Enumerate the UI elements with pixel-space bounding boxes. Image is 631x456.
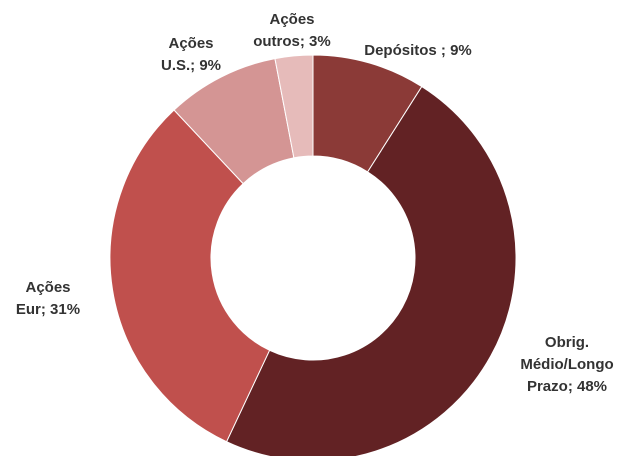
data-label-a-es-outros: Ações outros; 3% [253,11,331,50]
donut-slice-a-es-outros [274,54,314,159]
donut-labels: Depósitos ; 9% Obrig. Médio/Longo Prazo; 48… [16,11,614,395]
data-label-dep-sitos: Depósitos ; 9% [364,42,472,59]
donut-slice-a-es-eur [109,109,271,443]
donut-slices [109,54,517,456]
data-label-a-es-u-s-: Ações U.S.; 9% [161,35,221,74]
data-label-obrig-m-dio-longo-prazo: Obrig. Médio/Longo Prazo; 48% [520,334,613,395]
donut-slice-obrig-m-dio-longo-prazo [225,85,517,456]
data-label-a-es-eur: Ações Eur; 31% [16,279,80,318]
